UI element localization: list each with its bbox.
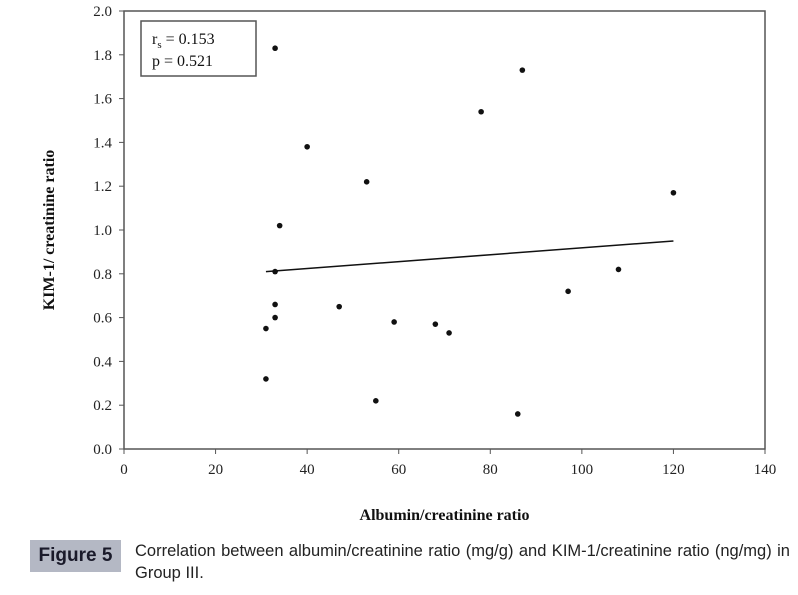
y-tick-label: 2.0	[93, 4, 112, 20]
data-point	[391, 319, 397, 325]
data-point	[373, 398, 379, 404]
spearman-r-label: rs = 0.153	[152, 31, 215, 51]
data-point	[670, 189, 677, 196]
p-value-label: p = 0.521	[152, 53, 213, 70]
x-axis-label: Albumin/creatinine ratio	[360, 507, 530, 524]
x-tick-label: 120	[662, 462, 685, 478]
x-tick-label: 40	[300, 462, 315, 478]
y-tick-label: 0.6	[93, 311, 112, 327]
data-point	[446, 330, 452, 336]
data-point	[263, 376, 269, 382]
stats-box	[140, 20, 257, 77]
x-tick-label: 60	[391, 462, 406, 478]
x-tick-label: 140	[754, 462, 777, 478]
figure-label: Figure 5	[30, 540, 121, 572]
data-point	[478, 108, 484, 115]
x-tick-label: 20	[208, 462, 223, 478]
data-point	[336, 303, 342, 310]
y-axis-label: KIM-1/ creatinine ratio	[41, 150, 58, 311]
y-tick-label: 0.0	[93, 442, 112, 458]
figure-caption: Correlation between albumin/creatinine r…	[135, 542, 790, 582]
y-tick-label: 1.4	[93, 135, 112, 151]
y-tick-label: 0.8	[93, 267, 112, 283]
data-point	[615, 266, 622, 273]
trendline	[265, 240, 674, 273]
y-tick-label: 1.2	[93, 179, 112, 195]
x-tick-label: 100	[571, 462, 594, 478]
data-point	[272, 45, 278, 52]
y-tick-label: 1.8	[93, 48, 112, 64]
y-tick-label: 1.6	[93, 92, 112, 108]
x-tick-label: 0	[120, 462, 128, 478]
y-tick-label: 0.2	[93, 398, 112, 414]
data-point	[304, 143, 310, 150]
x-tick-label: 80	[483, 462, 498, 478]
y-tick-label: 1.0	[93, 223, 112, 239]
data-point	[514, 411, 521, 417]
scatter-chart: 0 20 40 60 80 100 120 140 0.0 0.2 0.4 0.6 0.8 1.0 1.2 1…	[41, 4, 777, 524]
data-point	[276, 222, 283, 229]
data-point	[263, 325, 269, 332]
data-point	[272, 301, 278, 308]
data-point	[519, 67, 526, 73]
y-tick-label: 0.4	[93, 354, 112, 370]
data-point	[432, 321, 439, 327]
data-point	[272, 314, 278, 321]
data-point	[363, 179, 370, 185]
data-point	[565, 288, 571, 295]
data-point	[272, 268, 278, 275]
